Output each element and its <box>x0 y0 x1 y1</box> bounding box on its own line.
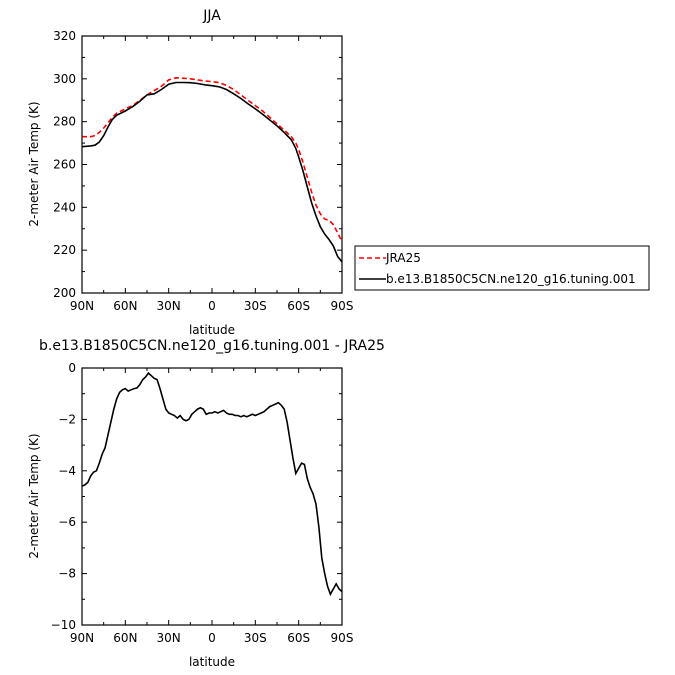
y-tick-label-1-4: −2 <box>58 412 76 426</box>
x-tick-label-0-4: 30S <box>244 299 267 313</box>
x-tick-label-0-3: 0 <box>208 299 216 313</box>
x-tick-label-1-2: 30N <box>157 631 181 645</box>
y-tick-label-1-1: −8 <box>58 567 76 581</box>
y-tick-label-0-5: 300 <box>53 72 76 86</box>
x-axis-label-bottom: latitude <box>189 655 235 669</box>
y-tick-label-1-5: 0 <box>68 361 76 375</box>
x-tick-label-0-0: 90N <box>70 299 94 313</box>
y-tick-label-0-4: 280 <box>53 115 76 129</box>
x-tick-label-0-5: 60S <box>287 299 310 313</box>
panel-top-plot: JJA 90N 60N 30N 0 30S 60S 90S 200 220 240 260 280 30… <box>27 8 650 337</box>
series-group-bottom <box>81 371 343 597</box>
legend-label-jra25: JRA25 <box>385 251 421 265</box>
y-axis-label-bottom: 2-meter Air Temp (K) <box>27 433 41 558</box>
x-tick-label-1-1: 60N <box>113 631 137 645</box>
x-tick-label-1-4: 30S <box>244 631 267 645</box>
y-tick-label-0-0: 200 <box>53 286 76 300</box>
legend-label-model: b.e13.B1850C5CN.ne120_g16.tuning.001 <box>386 272 636 286</box>
x-tick-label-1-6: 90S <box>331 631 354 645</box>
legend-box <box>354 245 650 291</box>
y-axis-label-top: 2-meter Air Temp (K) <box>27 101 41 226</box>
plot-frame-0 <box>81 35 343 294</box>
series-line-0-0 <box>82 76 343 242</box>
x-tick-label-1-3: 0 <box>208 631 216 645</box>
y-tick-label-0-3: 260 <box>53 158 76 172</box>
chart-title-top: JJA <box>202 8 221 24</box>
y-tick-label-0-2: 240 <box>53 200 76 214</box>
x-tick-label-0-1: 60N <box>113 299 137 313</box>
y-tick-label-1-0: −10 <box>51 618 76 632</box>
x-axis-label-top: latitude <box>189 323 235 337</box>
x-tick-label-1-5: 60S <box>287 631 310 645</box>
axes-top: 90N 60N 30N 0 30S 60S 90S 200 220 240 260 280 300 320 <box>53 29 353 313</box>
axes-bottom: 90N 60N 30N 0 30S 60S 90S −10 −8 −6 −4 −2 0 <box>51 361 354 645</box>
series-group-top <box>81 76 343 263</box>
y-tick-label-1-2: −6 <box>58 515 76 529</box>
chart-title-bottom: b.e13.B1850C5CN.ne120_g16.tuning.001 - J… <box>39 338 385 354</box>
panel-bottom-plot: b.e13.B1850C5CN.ne120_g16.tuning.001 - J… <box>27 338 385 669</box>
x-tick-label-0-6: 90S <box>331 299 354 313</box>
plot-frame-1 <box>81 367 343 626</box>
legend: JRA25 b.e13.B1850C5CN.ne120_g16.tuning.0… <box>354 245 650 291</box>
y-tick-label-0-1: 220 <box>53 243 76 257</box>
y-tick-label-1-3: −4 <box>58 464 76 478</box>
series-line-0-1 <box>81 81 343 263</box>
x-tick-label-0-2: 30N <box>157 299 181 313</box>
y-tick-label-0-6: 320 <box>53 29 76 43</box>
x-tick-label-1-0: 90N <box>70 631 94 645</box>
series-line-1-0 <box>81 371 343 597</box>
